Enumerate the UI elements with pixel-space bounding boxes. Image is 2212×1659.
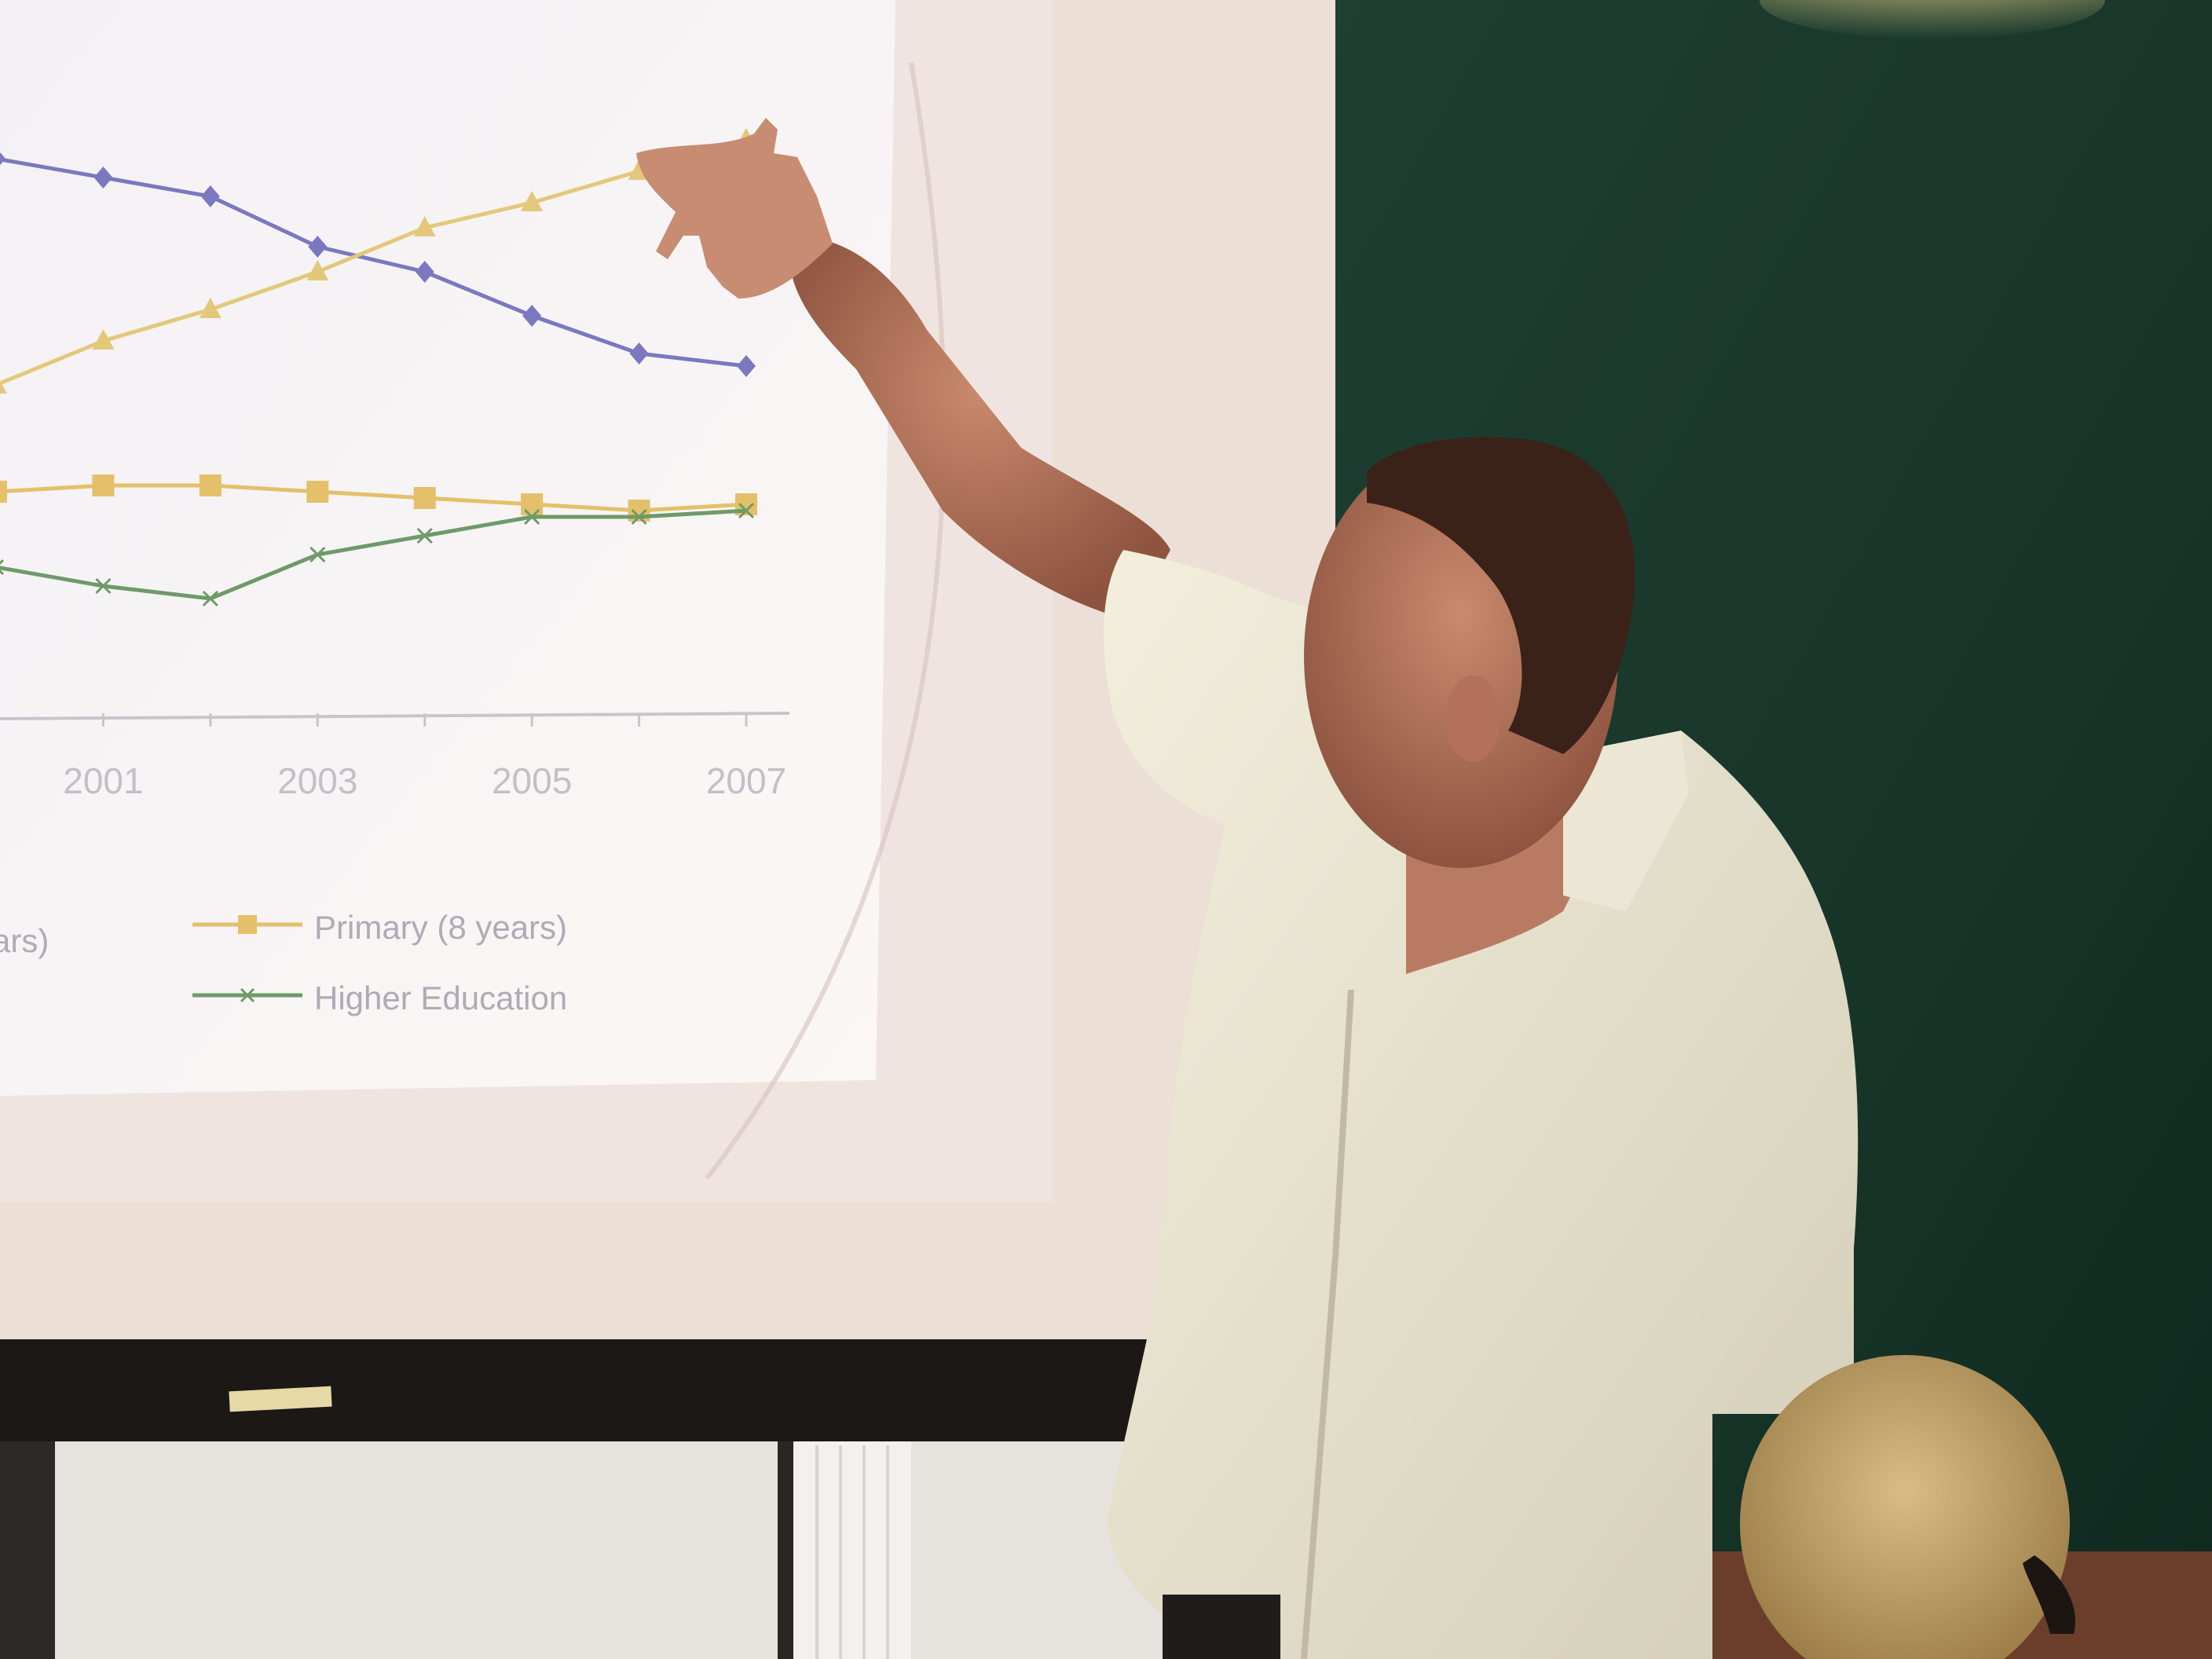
data-point-marker xyxy=(95,577,112,595)
data-point-marker xyxy=(631,508,647,526)
slide-decoration xyxy=(705,62,947,1180)
presenter-hand xyxy=(636,118,833,298)
data-point-marker xyxy=(415,261,434,283)
data-point-marker xyxy=(524,508,540,526)
data-point-marker xyxy=(202,590,218,607)
presenter-forearm xyxy=(789,236,1170,621)
student-head xyxy=(1740,1355,2070,1659)
data-point-marker xyxy=(200,185,220,207)
data-point-marker xyxy=(308,236,328,258)
legend-marker xyxy=(240,987,255,1003)
data-point-marker xyxy=(629,342,649,364)
data-point-marker xyxy=(93,167,113,189)
presenter-hair xyxy=(1367,437,1635,754)
presenter-collar xyxy=(1563,731,1689,911)
projected-slide xyxy=(0,0,895,1096)
data-point-marker xyxy=(199,474,222,496)
x-axis-line xyxy=(0,712,790,720)
series-line xyxy=(0,483,747,513)
projected-line-chart: 2001 2003 2005 2007 ars) Primary (8 years) Hi… xyxy=(0,128,790,1016)
data-point-marker xyxy=(306,260,329,280)
data-point-marker xyxy=(0,380,7,394)
data-point-marker xyxy=(413,216,436,236)
x-tick-label: 2003 xyxy=(277,760,357,801)
data-point-marker xyxy=(92,474,115,496)
series-line xyxy=(0,157,747,368)
radiator-lines xyxy=(815,1445,889,1659)
chalk-piece xyxy=(229,1386,332,1412)
x-tick-label: 2007 xyxy=(706,760,786,801)
x-tick-label: 2001 xyxy=(63,760,143,801)
radiator xyxy=(793,1441,911,1659)
legend-marker xyxy=(238,915,257,934)
wall-lower xyxy=(31,1441,1210,1659)
data-point-marker xyxy=(0,152,5,166)
data-point-marker xyxy=(413,487,436,509)
wall-lower-shadow xyxy=(778,1441,793,1659)
data-point-marker xyxy=(521,493,544,515)
data-point-marker xyxy=(0,558,5,576)
data-point-marker xyxy=(521,191,544,211)
data-point-marker xyxy=(737,355,756,377)
ceiling-light-glow xyxy=(1760,0,2105,39)
hair-clip xyxy=(2023,1555,2075,1634)
series-line xyxy=(0,137,747,386)
student xyxy=(1740,1355,2075,1659)
data-point-marker xyxy=(522,305,542,327)
presenter-trousers xyxy=(1163,1595,1280,1659)
presenter xyxy=(636,118,1859,1659)
shirt-placket xyxy=(1301,989,1354,1659)
presenter-ear xyxy=(1445,676,1500,762)
data-point-marker xyxy=(0,481,7,503)
data-point-marker xyxy=(306,481,329,503)
legend-label: ars) xyxy=(0,922,49,959)
legend-label: Primary (8 years) xyxy=(314,909,567,946)
data-point-marker xyxy=(92,329,115,350)
data-point-marker xyxy=(416,527,433,544)
stand-leg xyxy=(0,1441,55,1659)
data-point-marker xyxy=(309,546,326,563)
data-point-marker xyxy=(199,298,222,318)
series-line xyxy=(0,508,747,601)
legend-label: Higher Education xyxy=(314,980,567,1016)
screen-base-bar xyxy=(0,1339,1147,1441)
data-point-marker xyxy=(738,502,755,519)
x-tick-label: 2005 xyxy=(492,760,572,801)
